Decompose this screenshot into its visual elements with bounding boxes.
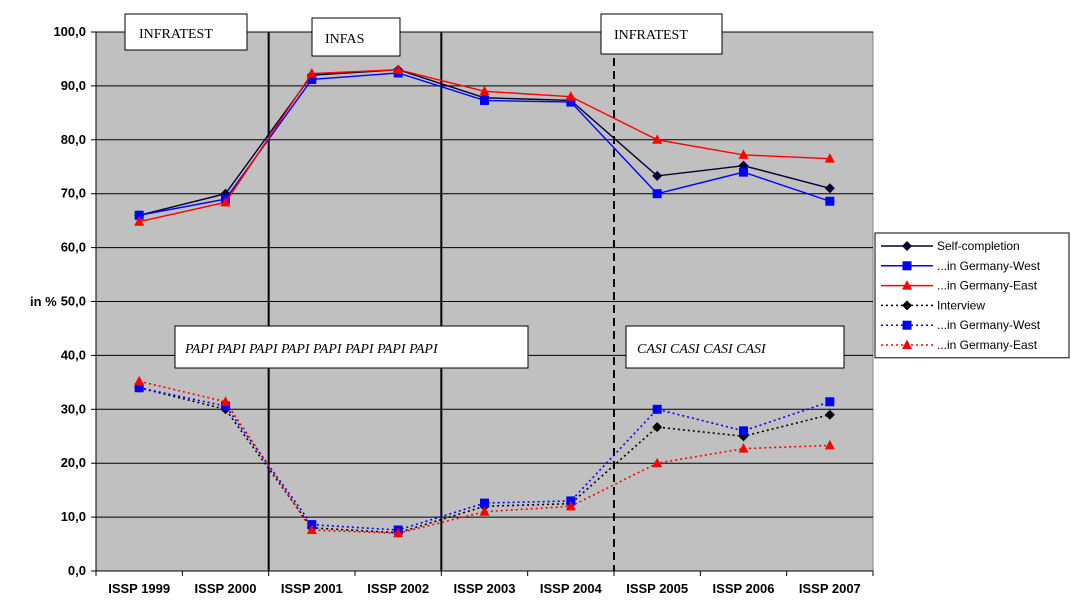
data-point <box>565 500 576 511</box>
series-lines <box>134 64 835 538</box>
legend-label: ...in Germany-East <box>937 338 1038 352</box>
data-point <box>479 85 490 96</box>
data-point <box>824 153 835 163</box>
institute-box-1 <box>124 13 248 51</box>
series-6 <box>134 375 835 538</box>
data-point <box>393 527 404 538</box>
data-point <box>134 210 144 220</box>
data-point <box>738 149 749 159</box>
legend-label: ...in Germany-West <box>937 259 1041 273</box>
x-tick-label: ISSP 2003 <box>454 581 516 596</box>
x-tick-label: ISSP 2005 <box>626 581 688 596</box>
x-tick-label: ISSP 2006 <box>713 581 775 596</box>
y-tick-label: 100,0 <box>53 24 86 39</box>
y-tick-label: 50,0 <box>61 294 86 309</box>
institute-label-2: INFAS <box>325 32 364 47</box>
institute-label-1: INFRATEST <box>139 27 213 42</box>
data-point <box>824 183 835 194</box>
x-tick-label: ISSP 2001 <box>281 581 343 596</box>
legend-label: Self-completion <box>937 239 1020 253</box>
data-point <box>824 439 835 450</box>
mode-box-casi <box>625 325 845 369</box>
x-tick-label: ISSP 2000 <box>195 581 257 596</box>
data-point <box>739 167 748 177</box>
data-point <box>480 95 489 105</box>
data-point <box>825 196 835 206</box>
data-point <box>824 409 835 420</box>
x-axis-ticks: ISSP 1999 ISSP 2000 ISSP 2001 ISSP 2002 ISSP… <box>95 570 874 596</box>
data-point <box>739 426 748 436</box>
period-dividers <box>267 32 615 571</box>
legend-marker <box>902 280 912 290</box>
data-point <box>652 404 662 414</box>
data-point <box>652 422 663 433</box>
x-tick-label: ISSP 2004 <box>540 581 603 596</box>
data-point <box>565 91 576 101</box>
data-point <box>479 506 490 516</box>
data-point <box>307 74 317 84</box>
mode-label-papi: PAPI PAPI PAPI PAPI PAPI PAPI PAPI PAPI <box>184 342 439 357</box>
data-point <box>220 196 231 207</box>
data-point <box>393 64 404 74</box>
data-point <box>652 189 662 199</box>
legend-marker <box>902 300 912 311</box>
mode-label-casi: CASI CASI CASI CASI <box>637 342 767 357</box>
legend-marker <box>902 241 912 251</box>
institute-label-3: INFRATEST <box>614 28 688 43</box>
data-point <box>220 396 231 406</box>
data-point <box>738 443 749 453</box>
mode-box-papi <box>174 325 529 369</box>
y-axis-ticks: 0,0 10,0 20,0 30,0 40,0 50,0 60,0 70,0 80,0 90,0 1… <box>53 24 97 578</box>
legend-label: ...in Germany-West <box>937 318 1041 332</box>
y-tick-label: 20,0 <box>61 455 86 470</box>
series-line <box>138 380 830 535</box>
data-point <box>652 457 663 468</box>
legend-label: ...in Germany-East <box>937 279 1038 293</box>
y-tick-label: 60,0 <box>61 240 86 255</box>
data-point <box>652 170 663 181</box>
x-tick-label: ISSP 1999 <box>108 581 170 596</box>
data-point <box>480 498 489 508</box>
annotation-boxes: INFRATEST INFAS INFRATEST PAPI PAPI PAPI… <box>124 13 845 369</box>
data-point <box>566 97 576 107</box>
legend: Self-completion ...in Germany-West ...in G… <box>874 232 1070 359</box>
y-tick-label: 80,0 <box>61 132 86 147</box>
data-point <box>221 401 230 411</box>
y-axis-label: in % <box>30 294 57 309</box>
y-tick-label: 0,0 <box>68 563 86 578</box>
legend-label: Interview <box>937 298 985 312</box>
legend-box <box>874 232 1070 359</box>
y-tick-label: 40,0 <box>61 347 86 362</box>
data-point <box>825 397 835 407</box>
legend-marker <box>902 261 912 271</box>
data-point <box>306 68 317 78</box>
data-point <box>134 383 144 393</box>
data-point <box>134 216 145 226</box>
institute-box-2 <box>311 17 401 57</box>
x-tick-label: ISSP 2002 <box>367 581 429 596</box>
legend-marker <box>902 339 912 349</box>
data-point <box>306 524 317 535</box>
series-3 <box>134 64 835 226</box>
y-tick-label: 70,0 <box>61 186 86 201</box>
institute-box-3 <box>600 13 723 55</box>
data-point <box>652 134 663 144</box>
y-tick-label: 10,0 <box>61 509 86 524</box>
x-tick-label: ISSP 2007 <box>799 581 861 596</box>
y-tick-label: 90,0 <box>61 78 86 93</box>
legend-marker <box>902 320 912 330</box>
y-tick-label: 30,0 <box>61 401 86 416</box>
data-point <box>134 375 145 386</box>
